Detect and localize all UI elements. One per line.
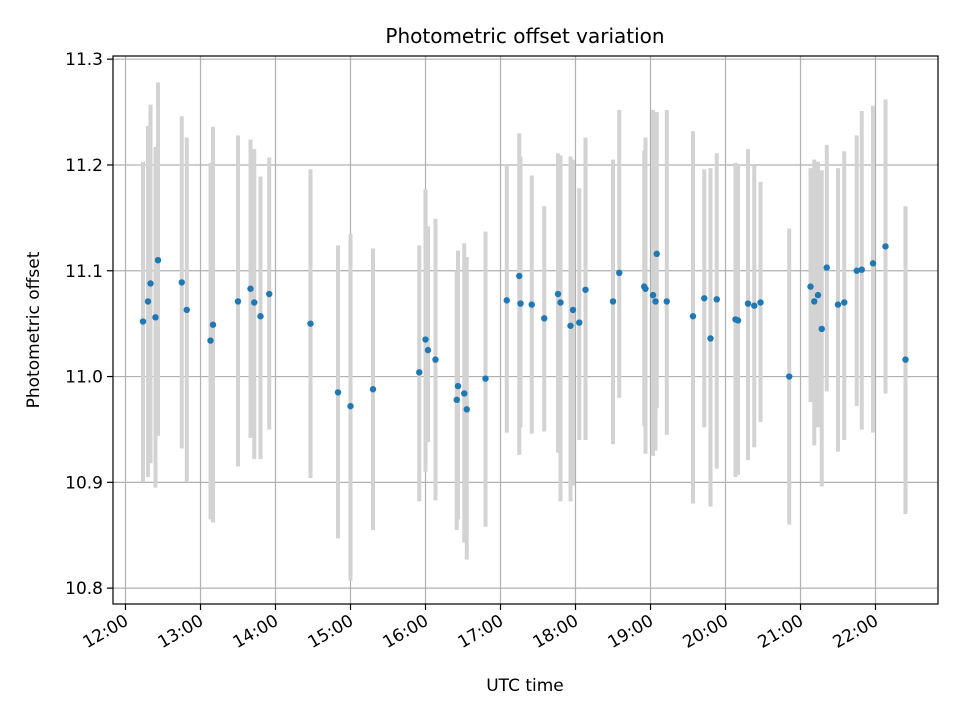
y-tick-label: 11.3 — [65, 50, 103, 70]
data-point — [147, 280, 154, 287]
x-tick-label: 17:00 — [455, 611, 507, 653]
x-tick-label: 21:00 — [755, 611, 807, 653]
y-axis-label: Photometric offset — [24, 251, 44, 408]
data-point — [307, 320, 314, 327]
data-point — [649, 291, 657, 299]
data-point — [369, 386, 377, 393]
data-point — [663, 298, 670, 305]
data-point — [734, 317, 742, 324]
x-tick-label: 15:00 — [305, 611, 357, 653]
x-tick-label: 13:00 — [155, 611, 207, 653]
data-point — [653, 250, 660, 258]
data-point — [178, 279, 185, 286]
x-tick-label: 14:00 — [230, 611, 282, 653]
data-point — [814, 291, 822, 299]
data-point — [416, 369, 423, 376]
data-point — [154, 256, 162, 264]
data-point — [454, 382, 462, 390]
data-point — [209, 321, 217, 328]
data-point — [557, 299, 564, 306]
data-point — [609, 298, 617, 305]
data-point — [247, 285, 254, 292]
data-point — [823, 264, 830, 271]
data-point — [257, 313, 264, 320]
data-point — [144, 298, 152, 305]
data-point — [616, 269, 623, 277]
data-point — [902, 356, 909, 363]
data-point — [582, 286, 589, 293]
data-point — [422, 336, 429, 343]
data-point — [516, 272, 523, 280]
data-point — [652, 298, 659, 305]
data-point — [251, 299, 258, 306]
data-points — [139, 243, 909, 413]
data-point — [858, 266, 865, 273]
data-point — [139, 318, 147, 325]
data-point — [541, 315, 548, 322]
data-point — [152, 314, 159, 321]
y-tick-label: 10.9 — [65, 473, 103, 493]
data-point — [707, 335, 714, 342]
data-point — [786, 373, 793, 380]
data-point — [576, 319, 583, 326]
y-tick-label: 11.2 — [65, 156, 103, 176]
data-point — [517, 300, 524, 307]
data-point — [266, 290, 273, 298]
data-point — [567, 322, 574, 329]
data-point — [811, 298, 818, 305]
data-point — [807, 283, 814, 290]
x-tick-label: 16:00 — [380, 611, 432, 653]
data-point — [463, 406, 470, 413]
data-point — [554, 290, 562, 298]
data-point — [234, 298, 242, 305]
data-point — [461, 390, 468, 397]
x-tick-label: 20:00 — [680, 611, 732, 653]
data-point — [432, 356, 439, 363]
error-bars — [141, 82, 908, 581]
data-point — [642, 285, 649, 292]
data-point — [853, 267, 860, 274]
data-point — [424, 346, 432, 354]
grid — [113, 56, 938, 604]
y-tick-label: 10.8 — [65, 579, 103, 599]
y-tick-label: 11.1 — [65, 262, 103, 282]
data-point — [757, 299, 764, 306]
data-point — [882, 243, 889, 250]
data-point — [207, 337, 214, 344]
data-point — [713, 296, 720, 303]
data-point — [701, 295, 708, 302]
data-point — [689, 313, 697, 320]
y-tick-label: 11.0 — [65, 368, 103, 388]
data-point — [482, 375, 489, 382]
data-point — [453, 396, 460, 404]
data-point — [334, 389, 342, 396]
x-tick-label: 19:00 — [605, 611, 657, 653]
data-point — [569, 306, 577, 314]
data-point — [503, 297, 510, 304]
plot-frame — [112, 55, 939, 605]
data-point — [751, 302, 758, 309]
x-tick-label: 22:00 — [830, 611, 882, 653]
data-point — [528, 301, 535, 308]
x-tick-label: 12:00 — [80, 611, 132, 653]
data-point — [834, 301, 842, 308]
chart-title: Photometric offset variation — [385, 24, 664, 48]
data-point — [183, 306, 190, 314]
x-tick-label: 18:00 — [530, 611, 582, 653]
x-axis-label: UTC time — [486, 676, 564, 696]
data-point — [347, 402, 354, 410]
data-point — [869, 260, 877, 267]
data-point — [841, 299, 848, 306]
data-point — [818, 325, 825, 333]
data-point — [744, 300, 752, 307]
